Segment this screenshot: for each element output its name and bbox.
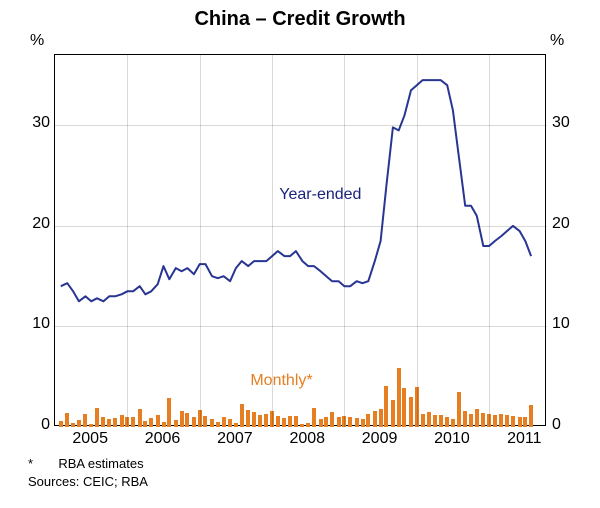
- year-ended-label: Year-ended: [279, 186, 361, 204]
- x-tick: 2011: [494, 430, 554, 448]
- y-tick: 10: [552, 315, 570, 333]
- y-axis-unit-right: %: [550, 32, 564, 50]
- x-tick: 2008: [277, 430, 337, 448]
- y-tick: 20: [10, 215, 50, 233]
- footnote-marker: *: [28, 456, 33, 471]
- monthly-label: Monthly*: [250, 372, 312, 390]
- sources: Sources: CEIC; RBA: [28, 474, 148, 489]
- sources-label: Sources:: [28, 474, 79, 489]
- chart-title: China – Credit Growth: [0, 8, 600, 31]
- y-tick: 0: [10, 416, 50, 434]
- y-tick: 30: [10, 114, 50, 132]
- footnote: * RBA estimates: [28, 456, 144, 471]
- x-tick: 2010: [422, 430, 482, 448]
- y-axis-unit-left: %: [30, 32, 44, 50]
- x-tick: 2009: [350, 430, 410, 448]
- y-tick: 30: [552, 114, 570, 132]
- x-tick: 2007: [205, 430, 265, 448]
- plot-area: Year-ended Monthly*: [54, 54, 546, 426]
- y-tick: 10: [10, 315, 50, 333]
- sources-text: CEIC; RBA: [83, 474, 148, 489]
- x-tick: 2005: [60, 430, 120, 448]
- footnote-text: RBA estimates: [58, 456, 143, 471]
- chart-container: China – Credit Growth % % Year-ended Mon…: [0, 0, 600, 508]
- y-tick: 20: [552, 215, 570, 233]
- x-tick: 2006: [133, 430, 193, 448]
